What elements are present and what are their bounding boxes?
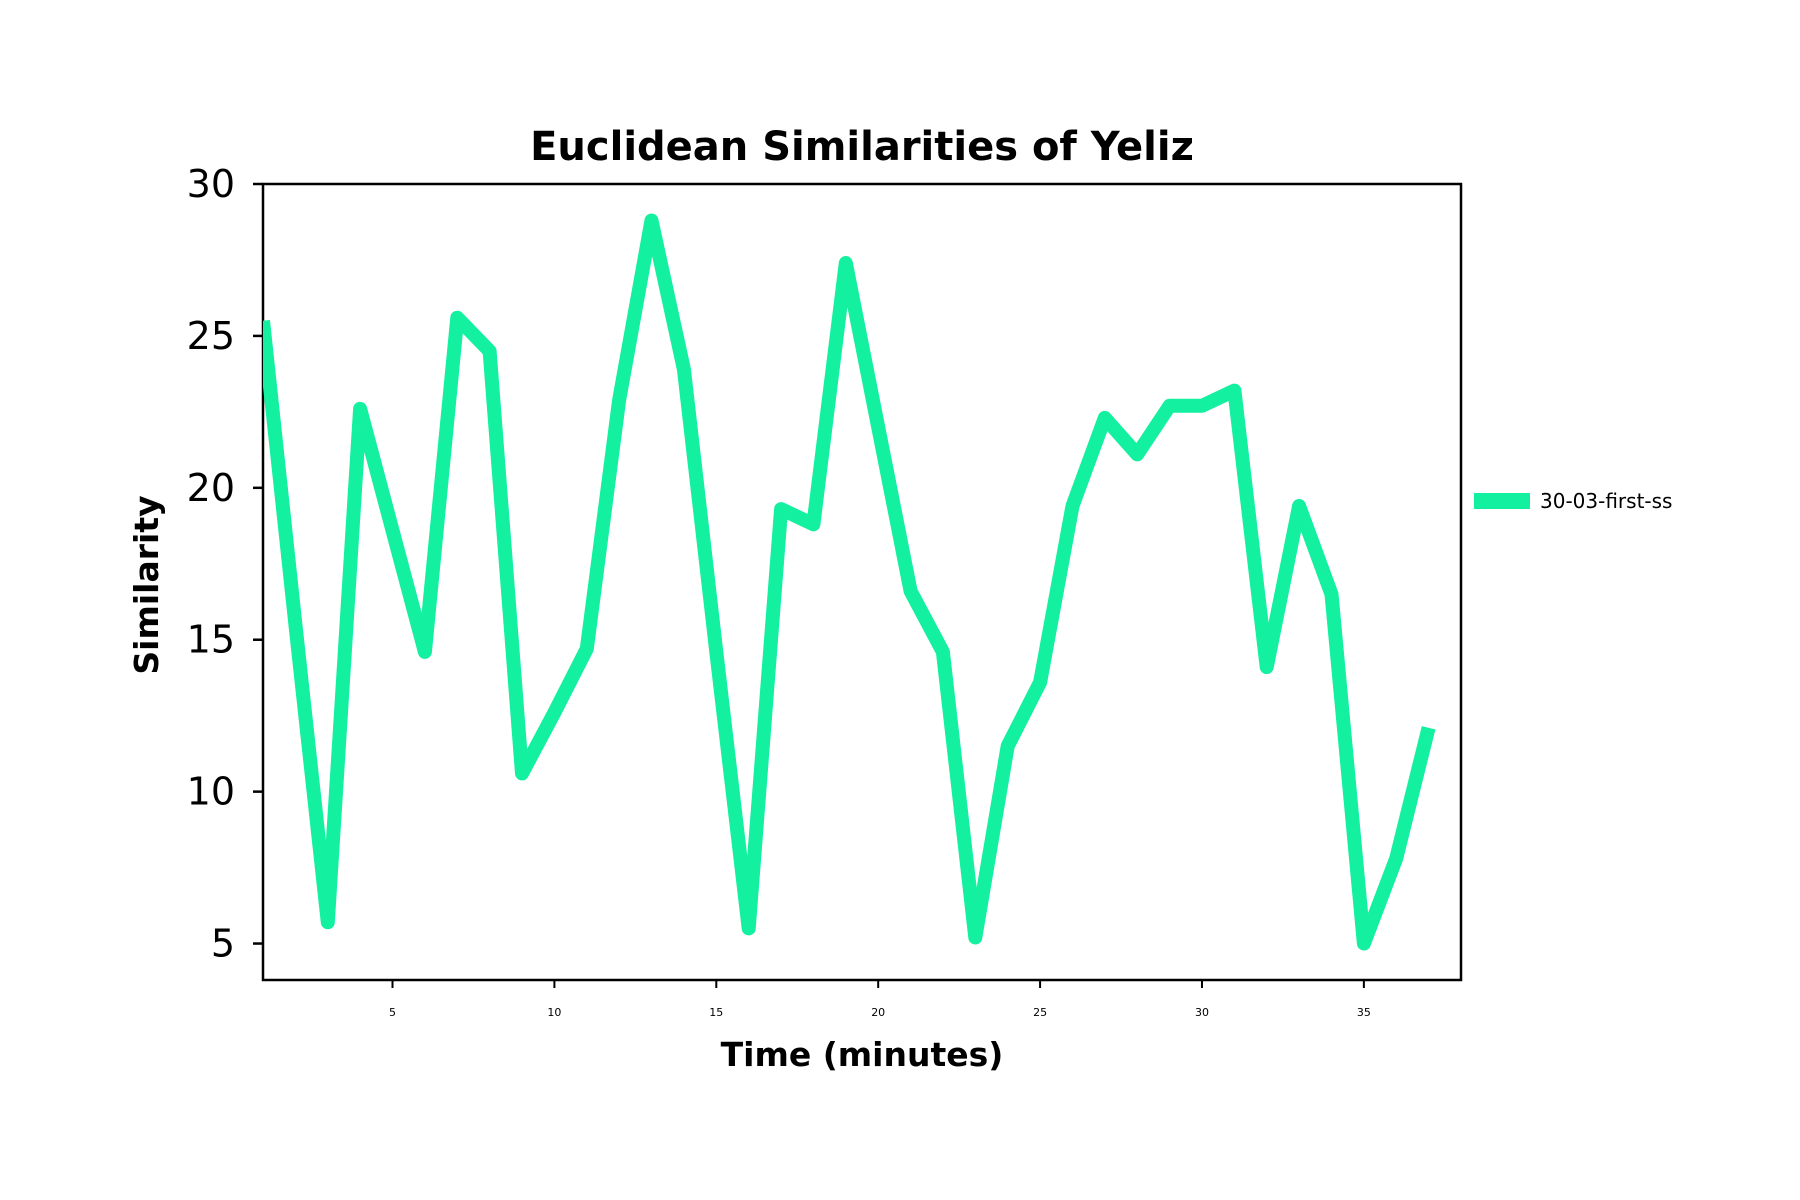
y-tick-label: 10 [187, 770, 235, 814]
x-tick-label: 5 [389, 1006, 396, 1019]
legend-label: 30-03-first-ss [1540, 489, 1672, 513]
x-tick-label: 25 [1033, 1006, 1047, 1019]
x-tick-label: 15 [709, 1006, 723, 1019]
series-line [263, 213, 1436, 951]
x-tick-label: 20 [871, 1006, 885, 1019]
y-axis-label: Similarity [127, 495, 166, 674]
x-axis-label: Time (minutes) [721, 1035, 1004, 1074]
x-tick-label: 30 [1195, 1006, 1209, 1019]
y-tick-label: 5 [211, 922, 235, 966]
plot-frame [261, 182, 1463, 982]
x-tick-label: 10 [547, 1006, 561, 1019]
y-tick-label: 15 [187, 618, 235, 662]
y-tick-label: 20 [187, 466, 235, 510]
y-tick-label: 25 [187, 314, 235, 358]
chart-title: Euclidean Similarities of Yeliz [530, 124, 1194, 170]
y-tick-label: 30 [187, 162, 235, 206]
x-tick-label: 35 [1357, 1006, 1371, 1019]
series-layer [263, 213, 1436, 951]
x-axis-ticks: 5 10 15 20 25 30 35 [389, 980, 1371, 1019]
y-axis-ticks: 5 10 15 20 25 30 [187, 162, 263, 966]
legend: 30-03-first-ss [1474, 489, 1672, 513]
